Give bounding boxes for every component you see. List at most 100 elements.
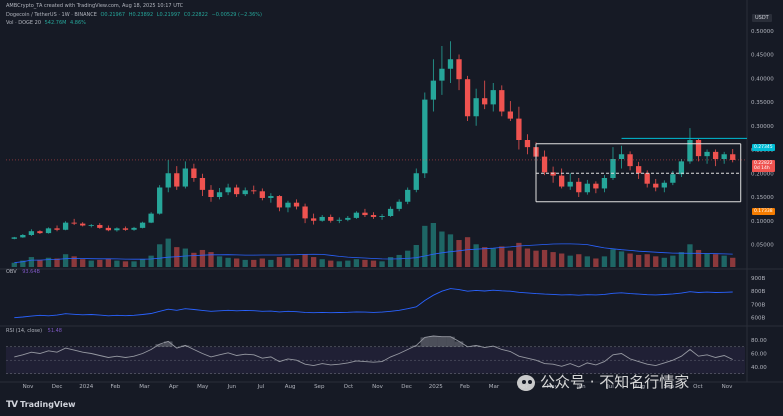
rsi-overbought-fill <box>471 345 481 347</box>
volume-bar <box>328 260 334 267</box>
rsi-overbought-fill <box>429 336 438 347</box>
candle-body <box>601 178 608 189</box>
time-axis-tick: May <box>197 384 209 390</box>
time-axis-tick: Dec <box>52 384 63 390</box>
volume-bar <box>661 257 667 267</box>
candle-body <box>635 166 642 174</box>
candle-body <box>610 159 616 178</box>
volume-value-2: 4.86% <box>70 20 86 26</box>
volume-bar <box>370 260 377 267</box>
volume-bar <box>28 257 35 267</box>
rsi-overbought-fill <box>454 341 464 347</box>
volume-bar <box>11 262 17 267</box>
candle-body <box>88 225 94 226</box>
volume-bar <box>105 258 112 267</box>
time-axis-tick: Sep <box>664 384 675 390</box>
candle-body <box>242 190 248 195</box>
volume-bar <box>182 248 188 267</box>
candle-body <box>362 212 368 216</box>
obv-line <box>14 288 733 319</box>
candle-body <box>276 196 283 208</box>
rsi-legend: RSI (14, close) 51.48 <box>6 328 62 334</box>
price-axis-tick: 0.10000 <box>751 219 774 225</box>
currency-button[interactable]: USDT <box>752 14 772 22</box>
volume-bar <box>199 249 206 267</box>
rsi-overbought-fill <box>437 336 447 347</box>
volume-bar <box>439 231 445 267</box>
rsi-overbought-fill <box>155 344 164 347</box>
volume-bar <box>704 253 710 267</box>
candle-body <box>54 228 60 230</box>
candle-body <box>576 181 582 193</box>
volume-bar <box>251 259 257 267</box>
candle-body <box>302 206 308 219</box>
volume-bar <box>191 252 197 267</box>
obv-label[interactable]: OBV <box>6 269 17 275</box>
candle-body <box>259 191 265 198</box>
volume-legend: Vol · DOGE 20 542.76M 4.86% <box>6 20 86 26</box>
tradingview-logo-icon: TV <box>6 400 18 410</box>
volume-bar <box>345 260 351 267</box>
price-axis-tick: 0.05000 <box>751 243 774 249</box>
obv-axis-tick: 800B <box>751 289 765 295</box>
candle-body <box>447 59 454 69</box>
candle-body <box>114 228 120 231</box>
volume-bar <box>396 254 402 267</box>
volume-bar <box>618 251 625 267</box>
volume-bar <box>610 249 616 267</box>
candle-body <box>387 208 394 216</box>
candle-body <box>567 181 573 187</box>
obv-value: 93.64B <box>22 269 40 275</box>
rsi-label[interactable]: RSI (14, close) <box>6 328 43 334</box>
volume-bar <box>37 259 43 267</box>
time-axis-tick: Sep <box>314 384 325 390</box>
candle-body <box>704 151 710 157</box>
rsi-axis-tick: 40.00 <box>751 365 767 371</box>
candle-body <box>550 172 556 176</box>
candle-body <box>644 173 650 184</box>
rsi-axis-tick: 80.00 <box>751 338 767 344</box>
obv-axis-tick: 700B <box>751 302 765 308</box>
volume-label[interactable]: Vol · DOGE 20 <box>6 20 42 26</box>
volume-bar <box>336 261 342 267</box>
symbol-name[interactable]: Dogecoin / TetherUS · 1W · BINANCE <box>6 12 97 18</box>
time-axis-tick: 2024 <box>79 384 93 390</box>
candle-body <box>165 173 171 188</box>
candle-body <box>678 161 685 175</box>
candle-body <box>593 183 599 189</box>
support-price-badge: 0.17338 <box>752 208 775 215</box>
volume-bar <box>430 223 437 267</box>
volume-bar <box>601 256 608 267</box>
time-axis-tick: Apr <box>169 384 179 390</box>
candle-body <box>336 219 342 221</box>
volume-bar <box>62 254 69 267</box>
volume-bar <box>88 260 94 267</box>
volume-bar <box>576 254 582 267</box>
candle-body <box>712 151 719 159</box>
candle-body <box>516 118 522 140</box>
volume-bar <box>559 253 565 267</box>
volume-bar <box>71 256 77 267</box>
candle-body <box>328 216 334 221</box>
candle-body <box>490 90 496 105</box>
rsi-overbought-fill <box>446 336 455 347</box>
volume-bar <box>302 254 308 267</box>
price-axis-tick: 0.20000 <box>751 171 774 177</box>
chart-credit-line: AMBCrypto_TA created with TradingView.co… <box>6 3 184 9</box>
volume-bar <box>413 245 419 267</box>
time-axis-tick: Dec <box>401 384 412 390</box>
volume-bar <box>730 257 736 267</box>
price-axis-tick: 0.30000 <box>751 124 774 130</box>
volume-bar <box>482 247 488 267</box>
last-price-badge: 0.22822 0d 14h <box>752 160 775 172</box>
candle-body <box>559 175 565 187</box>
candle-body <box>182 168 188 187</box>
time-axis-tick: Oct <box>693 384 703 390</box>
time-axis-tick: Aug <box>285 384 296 390</box>
time-axis-tick: Nov <box>372 384 383 390</box>
candle-body <box>148 213 154 223</box>
candle-body <box>439 68 445 81</box>
candle-body <box>524 140 531 148</box>
volume-bar <box>268 259 274 267</box>
